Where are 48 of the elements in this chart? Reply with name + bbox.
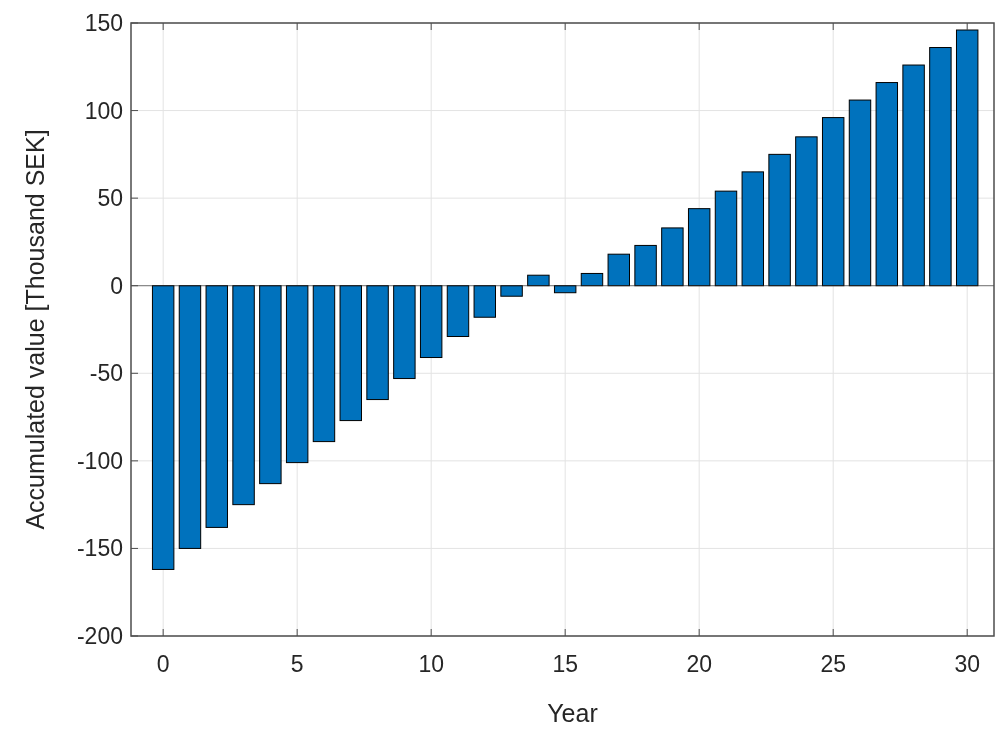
y-tick-label: -200 xyxy=(76,623,123,649)
bar xyxy=(259,285,282,485)
bar xyxy=(393,285,416,380)
bar xyxy=(795,136,818,287)
y-tick-label: 150 xyxy=(84,10,123,36)
y-tick-label: 0 xyxy=(110,272,123,299)
bar xyxy=(955,29,979,287)
y-axis-title: Accumulated value [Thousand SEK] xyxy=(21,129,49,530)
bar xyxy=(527,274,550,287)
y-tick-label: 50 xyxy=(97,185,123,212)
bar xyxy=(875,82,899,287)
x-tick-label: 10 xyxy=(418,651,444,677)
bar xyxy=(232,285,255,506)
bar xyxy=(205,285,228,528)
bar xyxy=(687,208,711,287)
bar xyxy=(768,153,791,287)
bar xyxy=(580,272,604,287)
x-axis-title: Year xyxy=(547,699,598,727)
y-tick-label: -150 xyxy=(76,535,123,562)
x-tick-label: 20 xyxy=(686,651,712,677)
bar xyxy=(473,285,496,318)
bar xyxy=(714,190,738,287)
bar xyxy=(419,285,443,359)
bar xyxy=(741,171,765,287)
x-tick-label: 5 xyxy=(290,651,304,677)
bar xyxy=(500,285,523,297)
bar xyxy=(634,244,657,287)
y-tick-label: -50 xyxy=(89,360,123,387)
y-tick-label: -100 xyxy=(76,447,123,474)
bar xyxy=(848,99,872,287)
bar xyxy=(151,285,175,570)
y-tick-label: 100 xyxy=(84,97,123,124)
x-tick-label: 15 xyxy=(552,651,578,677)
bar xyxy=(902,64,925,287)
bar xyxy=(366,285,389,401)
bar xyxy=(285,285,309,464)
bar xyxy=(661,227,684,287)
bar xyxy=(446,285,470,338)
bar xyxy=(607,253,630,287)
bar xyxy=(821,117,845,287)
x-tick-label: 25 xyxy=(820,651,846,677)
bar xyxy=(339,285,362,422)
bar xyxy=(929,47,952,287)
x-tick-label: 30 xyxy=(954,651,980,677)
bar xyxy=(178,285,202,549)
bar xyxy=(312,285,336,443)
bar xyxy=(553,285,577,294)
x-tick-label: 0 xyxy=(156,651,170,677)
